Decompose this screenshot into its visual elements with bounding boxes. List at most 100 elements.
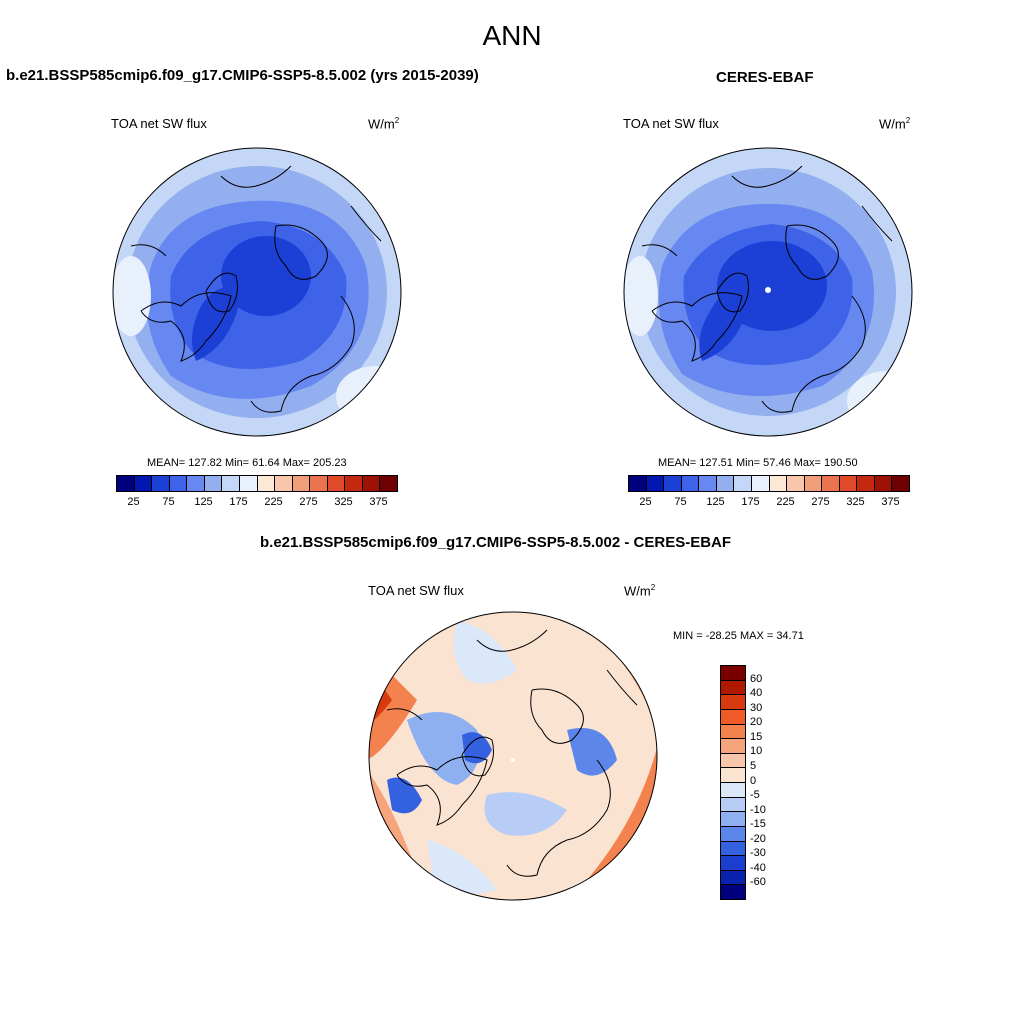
- main-title: ANN: [482, 20, 542, 51]
- panel3-colorbar-tick-label: 20: [750, 716, 763, 729]
- panel3-colorbar-tick-label: -10: [750, 803, 766, 816]
- panel1-polar-map: [112, 147, 402, 437]
- panel3-colorbar-tick-label: 15: [750, 730, 763, 743]
- panel1-colorbar-swatch: [362, 476, 381, 491]
- panel3-colorbar-swatch: [721, 856, 745, 871]
- panel2-colorbar-swatch: [734, 476, 752, 491]
- panel3-colorbar-swatch: [721, 783, 745, 798]
- panel1-colorbar-swatch: [134, 476, 153, 491]
- panel1-colorbar-tick-label: 225: [264, 496, 283, 508]
- panel1-colorbar-swatch: [222, 476, 240, 491]
- panel2-colorbar-tick-label: 375: [881, 496, 900, 508]
- panel3-colorbar: [720, 665, 746, 900]
- panel3-colorbar-tick-label: -30: [750, 847, 766, 860]
- panel2-colorbar-swatch: [681, 476, 700, 491]
- panel3-variable-label: TOA net SW flux: [368, 583, 464, 598]
- panel2-colorbar-swatch: [857, 476, 875, 491]
- panel2-stats: MEAN= 127.51 Min= 57.46 Max= 190.50: [658, 457, 858, 469]
- panel1-colorbar-swatch: [204, 476, 223, 491]
- panel3-colorbar-tick-label: 0: [750, 774, 757, 787]
- panel1-colorbar-swatch: [117, 476, 135, 491]
- panel1-colorbar-swatch: [152, 476, 170, 491]
- panel1-colorbar-tick-label: 175: [229, 496, 248, 508]
- panel2-colorbar-swatch: [646, 476, 665, 491]
- panel1-colorbar-tick-label: 125: [194, 496, 213, 508]
- panel1-colorbar-tick-label: 375: [369, 496, 388, 508]
- panel3-colorbar-tick-label: 10: [750, 745, 763, 758]
- panel3-colorbar-tick-label: -5: [750, 789, 760, 802]
- panel2-colorbar-swatch: [787, 476, 805, 491]
- panel2-colorbar-swatch: [716, 476, 735, 491]
- panel1-colorbar-tick-label: 325: [334, 496, 353, 508]
- panel2-colorbar-tick-label: 175: [741, 496, 760, 508]
- panel3-colorbar-swatch: [721, 797, 745, 813]
- panel1-colorbar-swatch: [239, 476, 258, 491]
- panel3-colorbar-tick-label: 30: [750, 701, 763, 714]
- panel2-colorbar-swatch: [874, 476, 893, 491]
- panel3-colorbar-swatch: [721, 724, 745, 740]
- panel2-colorbar-tick-label: 275: [811, 496, 830, 508]
- panel3-units-label: W/m2: [624, 583, 656, 599]
- panel2-colorbar-swatch: [629, 476, 647, 491]
- panel1-colorbar-swatch: [327, 476, 346, 491]
- panel3-colorbar-swatch: [721, 768, 745, 783]
- panel2-colorbar-swatch: [664, 476, 682, 491]
- panel3-polar-map: [368, 611, 658, 901]
- panel3-colorbar-tick-label: -20: [750, 832, 766, 845]
- panel1-title: b.e21.BSSP585cmip6.f09_g17.CMIP6-SSP5-8.…: [6, 67, 479, 84]
- panel3-colorbar-swatch: [721, 709, 745, 725]
- panel2-colorbar-swatch: [751, 476, 770, 491]
- panel1-colorbar-swatch: [292, 476, 311, 491]
- panel2-colorbar: [628, 475, 910, 492]
- panel3-stats: MIN = -28.25 MAX = 34.71: [673, 630, 804, 642]
- panel2-polar-map: [623, 147, 913, 437]
- panel3-colorbar-swatch: [721, 841, 745, 857]
- panel1-units-label: W/m2: [368, 116, 400, 132]
- panel1-colorbar-tick-label: 25: [127, 496, 140, 508]
- panel1-colorbar: [116, 475, 398, 492]
- panel2-title: CERES-EBAF: [716, 69, 814, 86]
- panel2-colorbar-tick-label: 75: [674, 496, 687, 508]
- panel1-colorbar-swatch: [345, 476, 363, 491]
- panel2-colorbar-tick-label: 325: [846, 496, 865, 508]
- panel1-colorbar-swatch: [310, 476, 328, 491]
- panel1-colorbar-ticks: 25 75 125 175 225 275 325 375: [116, 496, 396, 510]
- panel2-colorbar-swatch: [699, 476, 717, 491]
- panel1-colorbar-tick-label: 75: [162, 496, 175, 508]
- panel1-colorbar-swatch: [257, 476, 276, 491]
- panel1-colorbar-swatch: [380, 476, 397, 491]
- panel2-colorbar-tick-label: 225: [776, 496, 795, 508]
- panel1-stats: MEAN= 127.82 Min= 61.64 Max= 205.23: [147, 457, 347, 469]
- panel3-colorbar-tick-label: 5: [750, 759, 757, 772]
- panel1-colorbar-swatch: [187, 476, 205, 491]
- panel1-colorbar-swatch: [169, 476, 188, 491]
- panel3-colorbar-tick-label: 40: [750, 687, 763, 700]
- panel3-colorbar-tick-label: -15: [750, 818, 766, 831]
- panel1-colorbar-swatch: [275, 476, 293, 491]
- panel3-colorbar-ticks: 60 40 30 20 15 10 5 0 -5 -10 -15 -20 -30 -40 -60: [750, 665, 790, 898]
- panel1-variable-label: TOA net SW flux: [111, 116, 207, 131]
- panel2-colorbar-tick-label: 25: [639, 496, 652, 508]
- panel2-variable-label: TOA net SW flux: [623, 116, 719, 131]
- panel3-colorbar-tick-label: -40: [750, 861, 766, 874]
- panel3-colorbar-swatch: [721, 812, 745, 827]
- panel3-title: b.e21.BSSP585cmip6.f09_g17.CMIP6-SSP5-8.…: [260, 534, 732, 551]
- panel2-colorbar-ticks: 25 75 125 175 225 275 325 375: [628, 496, 908, 510]
- panel3-colorbar-swatch: [721, 680, 745, 696]
- panel3-colorbar-swatch: [721, 695, 745, 710]
- panel2-colorbar-swatch: [804, 476, 823, 491]
- panel3-colorbar-swatch: [721, 739, 745, 754]
- panel2-colorbar-swatch: [892, 476, 909, 491]
- panel1-colorbar-tick-label: 275: [299, 496, 318, 508]
- panel3-colorbar-swatch: [721, 870, 745, 886]
- panel3-colorbar-swatch: [721, 826, 745, 842]
- panel2-colorbar-tick-label: 125: [706, 496, 725, 508]
- panel3-colorbar-swatch: [721, 885, 745, 899]
- panel2-colorbar-swatch: [769, 476, 788, 491]
- panel3-colorbar-tick-label: -60: [750, 876, 766, 889]
- panel3-colorbar-tick-label: 60: [750, 672, 763, 685]
- panel2-colorbar-swatch: [822, 476, 840, 491]
- panel3-colorbar-swatch: [721, 753, 745, 769]
- panel2-colorbar-swatch: [839, 476, 858, 491]
- panel3-colorbar-swatch: [721, 666, 745, 681]
